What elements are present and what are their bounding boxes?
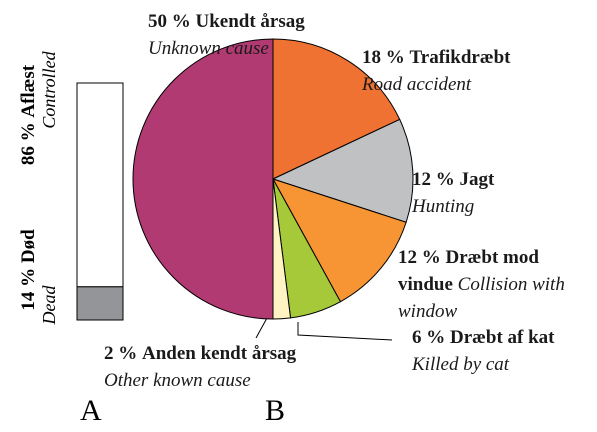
value-label: 2 %: [104, 343, 138, 364]
category-label: Aflæst: [18, 64, 39, 117]
bar-segment: [76, 82, 124, 288]
panel-label: A: [80, 394, 102, 427]
slice-name: 18 % Trafikdræbt: [362, 47, 510, 68]
slice-subtitle: Unknown cause: [148, 38, 269, 59]
slice-name: 50 % Ukendt årsag: [148, 11, 305, 32]
bar-segment: [76, 286, 124, 321]
category-label: Dræbt af kat: [450, 327, 555, 348]
pie-slice: [271, 118, 414, 223]
slice-subtitle: Hunting: [412, 196, 475, 217]
category-label: Trafikdræbt: [409, 47, 511, 68]
leader-line: [255, 317, 268, 339]
leader-line: [297, 322, 393, 341]
slice-subtitle: Killed by cat: [412, 354, 510, 375]
category-label: Død: [18, 229, 39, 263]
slice-subtitle: Collision with window: [398, 274, 565, 322]
slice-name: 12 % Jagt: [412, 169, 494, 190]
value-label: 12 %: [412, 169, 455, 190]
value-label: 86 %: [18, 122, 39, 165]
slice-label: 2 % Anden kendt årsag Other known cause: [104, 340, 296, 394]
segment-label: 86 % Aflæst: [18, 64, 39, 165]
slice-label: 50 % Ukendt årsag Unknown cause: [148, 8, 305, 62]
panel-label: B: [265, 394, 285, 427]
slice-name: 2 % Anden kendt årsag: [104, 343, 296, 364]
pie-slice: [271, 178, 407, 303]
slice-label: 6 % Dræbt af kat Killed by cat: [412, 324, 555, 378]
pie-slice: [272, 38, 401, 180]
slice-subtitle: Road accident: [362, 74, 472, 95]
category-label: Jagt: [459, 169, 495, 190]
slice-label: 12 % Jagt Hunting: [412, 166, 494, 220]
slice-name: 6 % Dræbt af kat: [412, 327, 555, 348]
segment-subtitle: Dead: [39, 285, 59, 326]
category-label: Dræbt mod vindue: [398, 247, 539, 295]
value-label: 14 %: [18, 268, 39, 311]
segment-label: 14 % Død: [18, 229, 39, 311]
slice-subtitle: Other known cause: [104, 370, 251, 391]
slice-label: 12 % Dræbt mod vindue Collision with win…: [398, 244, 588, 325]
value-label: 18 %: [362, 47, 405, 68]
value-label: 50 %: [148, 11, 191, 32]
category-label: Ukendt årsag: [195, 11, 305, 32]
category-label: Anden kendt årsag: [142, 343, 297, 364]
value-label: 6 %: [412, 327, 446, 348]
pie-slice: [132, 38, 274, 320]
slice-name: 12 % Dræbt mod vindue: [398, 247, 539, 295]
slice-label: 18 % Trafikdræbt Road accident: [362, 44, 510, 98]
value-label: 12 %: [398, 247, 441, 268]
segment-subtitle: Controlled: [39, 50, 59, 128]
